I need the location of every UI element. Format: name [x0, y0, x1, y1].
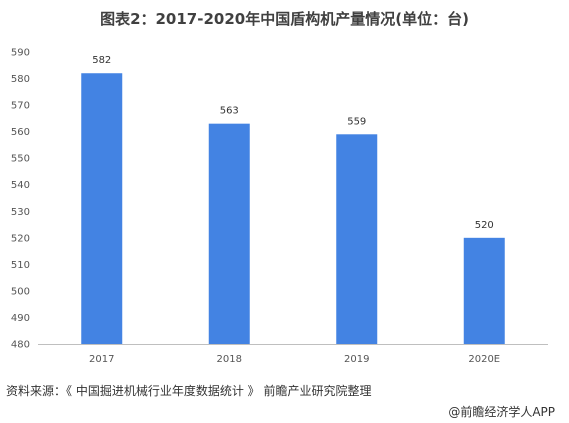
y-tick-label: 570: [11, 101, 30, 112]
x-axis: 2017 2018 2019 2020E: [38, 344, 548, 365]
data-label: 520: [475, 220, 494, 231]
x-tick-label: 2019: [344, 354, 369, 365]
y-axis: 480 490 500 510 520 530 540 550 560 570 580 590: [11, 48, 30, 351]
y-tick-label: 480: [11, 340, 30, 351]
y-tick-label: 580: [11, 74, 30, 85]
x-tick-label: 2017: [89, 354, 114, 365]
y-tick-label: 510: [11, 260, 30, 271]
data-label: 582: [92, 55, 111, 66]
y-tick-label: 530: [11, 207, 30, 218]
chart-title: 图表2：2017-2020年中国盾构机产量情况(单位：台): [100, 10, 469, 28]
y-tick-label: 520: [11, 233, 30, 244]
y-tick-label: 490: [11, 313, 30, 324]
x-tick-label: 2020E: [468, 354, 500, 365]
chart-source-note: 资料来源：《 中国掘进机械行业年度数据统计 》 前瞻产业研究院整理: [6, 384, 372, 398]
chart-attribution: @前瞻经济学人APP: [448, 405, 555, 419]
y-tick-label: 550: [11, 154, 30, 165]
bar-2020E: [463, 237, 505, 344]
y-tick-label: 540: [11, 180, 30, 191]
y-tick-label: 590: [11, 48, 30, 59]
data-label: 559: [347, 116, 366, 127]
bar-2018: [208, 123, 250, 344]
bars: 582 563 559 520: [81, 55, 505, 345]
data-label: 563: [220, 106, 239, 117]
y-tick-label: 500: [11, 286, 30, 297]
x-tick-label: 2018: [217, 354, 242, 365]
bar-2019: [336, 134, 378, 344]
y-tick-label: 560: [11, 127, 30, 138]
bar-2017: [81, 73, 123, 345]
